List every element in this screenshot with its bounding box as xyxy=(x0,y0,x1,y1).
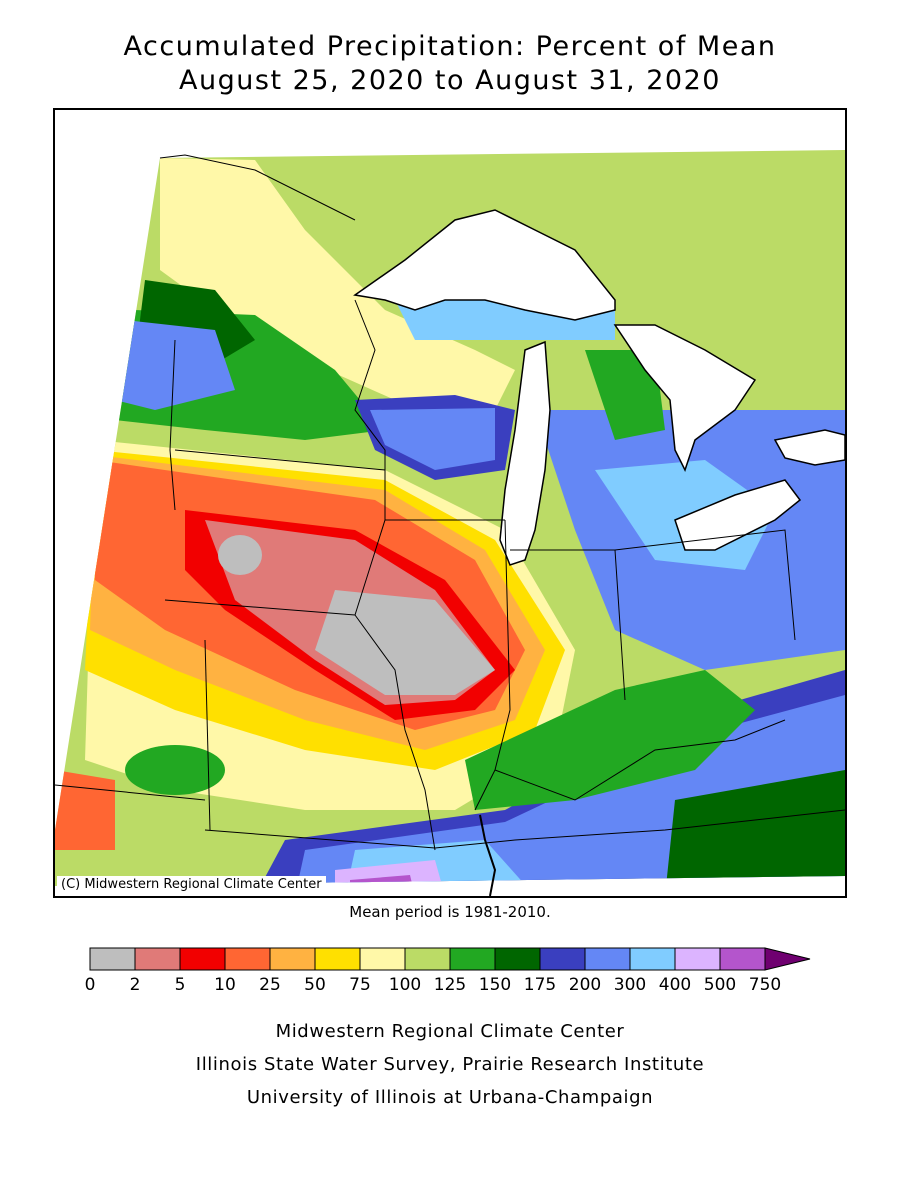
legend-box xyxy=(269,947,316,971)
field-dark-green-se xyxy=(665,770,845,886)
precipitation-map: (C) Midwestern Regional Climate Center xyxy=(53,108,847,898)
lake-ontario xyxy=(773,429,845,466)
field-gray-central xyxy=(315,590,495,695)
border-ia-mo xyxy=(164,599,356,616)
legend-box xyxy=(494,947,541,971)
legend-tick-label: 175 xyxy=(523,975,557,995)
legend-tick-label: 75 xyxy=(349,975,371,995)
footer-org: Midwestern Regional Climate Center xyxy=(275,1021,625,1042)
field-blue-sw-mn xyxy=(115,320,235,410)
legend-arrow xyxy=(764,947,811,971)
border-tn-south xyxy=(204,809,845,849)
legend-tick-label: 50 xyxy=(304,975,326,995)
border-ks-ok xyxy=(55,784,206,801)
mean-period-note: Mean period is 1981-2010. xyxy=(349,903,551,921)
field-green-mi-north xyxy=(585,350,665,440)
legend-box xyxy=(674,947,721,971)
legend-tick-label: 125 xyxy=(433,975,467,995)
border-canada xyxy=(159,154,356,221)
legend-tick-label: 25 xyxy=(259,975,281,995)
legend-tick-label: 0 xyxy=(84,975,96,995)
legend-box xyxy=(179,947,226,971)
field-gray-nw xyxy=(218,535,262,575)
legend-box xyxy=(224,947,271,971)
copyright-label: (C) Midwestern Regional Climate Center xyxy=(57,876,326,894)
legend-tick-labels: 0 2 5 10 25 50 75 100 125 150 175 200 300 400 500 750 xyxy=(0,975,900,995)
legend-box xyxy=(89,947,136,971)
lake-erie xyxy=(674,479,802,551)
border-oh-pa xyxy=(614,529,796,641)
state-borders xyxy=(55,154,845,851)
lake-huron xyxy=(613,324,757,472)
legend-tick-label: 200 xyxy=(568,975,602,995)
field-orange-sw xyxy=(55,770,115,850)
legend-box xyxy=(539,947,586,971)
legend-box xyxy=(359,947,406,971)
legend-tick-label: 400 xyxy=(658,975,692,995)
legend-box xyxy=(314,947,361,971)
map-canvas xyxy=(55,150,845,896)
legend-tick-label: 10 xyxy=(214,975,236,995)
field-light-yellow-north xyxy=(160,158,515,410)
legend-tick-label: 500 xyxy=(703,975,737,995)
legend-tick-label: 150 xyxy=(478,975,512,995)
legend-box xyxy=(134,947,181,971)
field-green-mo xyxy=(125,745,225,795)
great-lakes xyxy=(353,209,845,566)
legend-tick-label: 2 xyxy=(129,975,141,995)
legend-tick-label: 100 xyxy=(388,975,422,995)
legend-box xyxy=(719,947,766,971)
color-legend xyxy=(89,947,811,971)
legend-box xyxy=(629,947,676,971)
mississippi-river xyxy=(479,814,497,896)
border-ohio-river xyxy=(494,719,786,801)
lake-michigan xyxy=(499,340,551,566)
legend-box xyxy=(449,947,496,971)
footer-survey: Illinois State Water Survey, Prairie Res… xyxy=(195,1054,705,1075)
border-ks-mo xyxy=(204,639,211,831)
map-title-line2: August 25, 2020 to August 31, 2020 xyxy=(179,65,721,96)
legend-box xyxy=(404,947,451,971)
legend-tick-label: 750 xyxy=(748,975,782,995)
field-blue-wi xyxy=(370,408,495,470)
border-il-in xyxy=(474,519,511,811)
border-wi-mn-ia xyxy=(354,299,386,616)
legend-box xyxy=(584,947,631,971)
lake-superior xyxy=(353,209,616,321)
border-mn-ia xyxy=(174,449,386,471)
map-title-line1: Accumulated Precipitation: Percent of Me… xyxy=(123,31,777,62)
legend-tick-label: 5 xyxy=(174,975,186,995)
border-mn-west xyxy=(169,339,176,511)
field-green-ky xyxy=(465,670,755,810)
legend-tick-label: 300 xyxy=(613,975,647,995)
footer-university: University of Illinois at Urbana-Champai… xyxy=(246,1087,654,1108)
border-mississippi xyxy=(354,614,436,851)
